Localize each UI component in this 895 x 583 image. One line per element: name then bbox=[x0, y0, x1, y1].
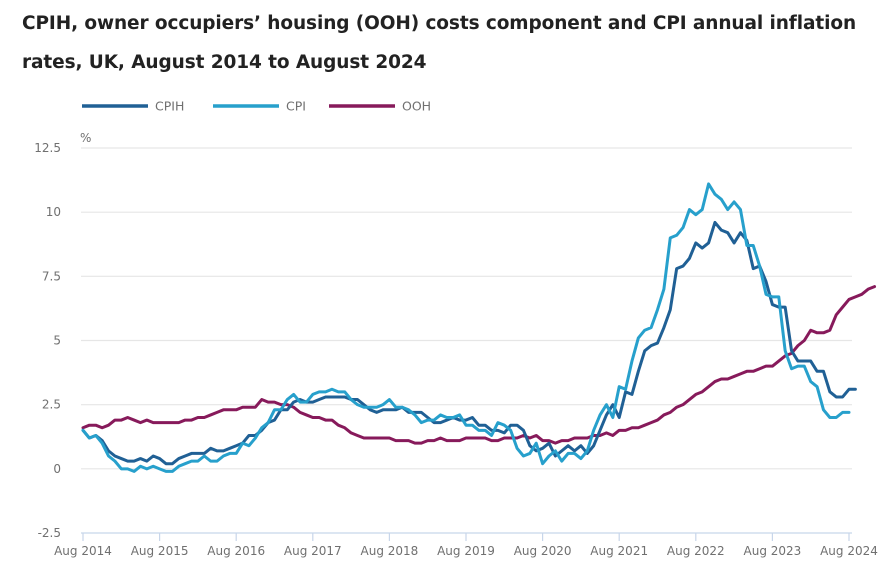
gridlines bbox=[81, 147, 852, 470]
legend-label: OOH bbox=[402, 99, 431, 114]
chart-title: CPIH, owner occupiers’ housing (OOH) cos… bbox=[22, 13, 857, 73]
x-tick-label: Aug 2018 bbox=[361, 544, 419, 558]
x-tick-label: Aug 2015 bbox=[131, 544, 189, 558]
x-tick-label: Aug 2014 bbox=[54, 544, 112, 558]
y-tick-label: 10 bbox=[46, 205, 61, 219]
series-line-cpih bbox=[81, 220, 857, 466]
legend-label: CPI bbox=[286, 99, 306, 114]
x-tick-label: Aug 2021 bbox=[590, 544, 648, 558]
x-axis: Aug 2014 Aug 2015 Aug 2016 Aug 2017 Aug 2018… bbox=[54, 532, 878, 558]
x-tick-label: Aug 2024 bbox=[820, 544, 878, 558]
x-tick-label: Aug 2017 bbox=[284, 544, 342, 558]
y-tick-label: 5 bbox=[53, 334, 61, 348]
series-lines bbox=[81, 182, 877, 473]
y-tick-label: 12.5 bbox=[34, 141, 61, 155]
series-line-cpi bbox=[81, 182, 851, 473]
x-tick-label: Aug 2019 bbox=[437, 544, 495, 558]
y-axis-unit-label: % bbox=[80, 131, 91, 145]
y-tick-label: 7.5 bbox=[42, 269, 61, 283]
x-tick-label: Aug 2023 bbox=[744, 544, 802, 558]
y-axis-ticks: 12.5 10 7.5 5 2.5 0 -2.5 bbox=[34, 141, 61, 540]
series-line-ooh bbox=[81, 285, 877, 445]
legend-item-ooh: OOH bbox=[329, 99, 431, 114]
legend-item-cpih: CPIH bbox=[82, 99, 184, 114]
legend-label: CPIH bbox=[155, 99, 184, 114]
y-tick-label: 2.5 bbox=[42, 398, 61, 412]
x-tick-label: Aug 2022 bbox=[667, 544, 725, 558]
legend: CPIH CPI OOH bbox=[82, 99, 431, 114]
y-tick-label: 0 bbox=[53, 462, 61, 476]
legend-item-cpi: CPI bbox=[213, 99, 306, 114]
y-tick-label: -2.5 bbox=[38, 526, 61, 540]
x-tick-label: Aug 2016 bbox=[207, 544, 265, 558]
x-tick-label: Aug 2020 bbox=[514, 544, 572, 558]
